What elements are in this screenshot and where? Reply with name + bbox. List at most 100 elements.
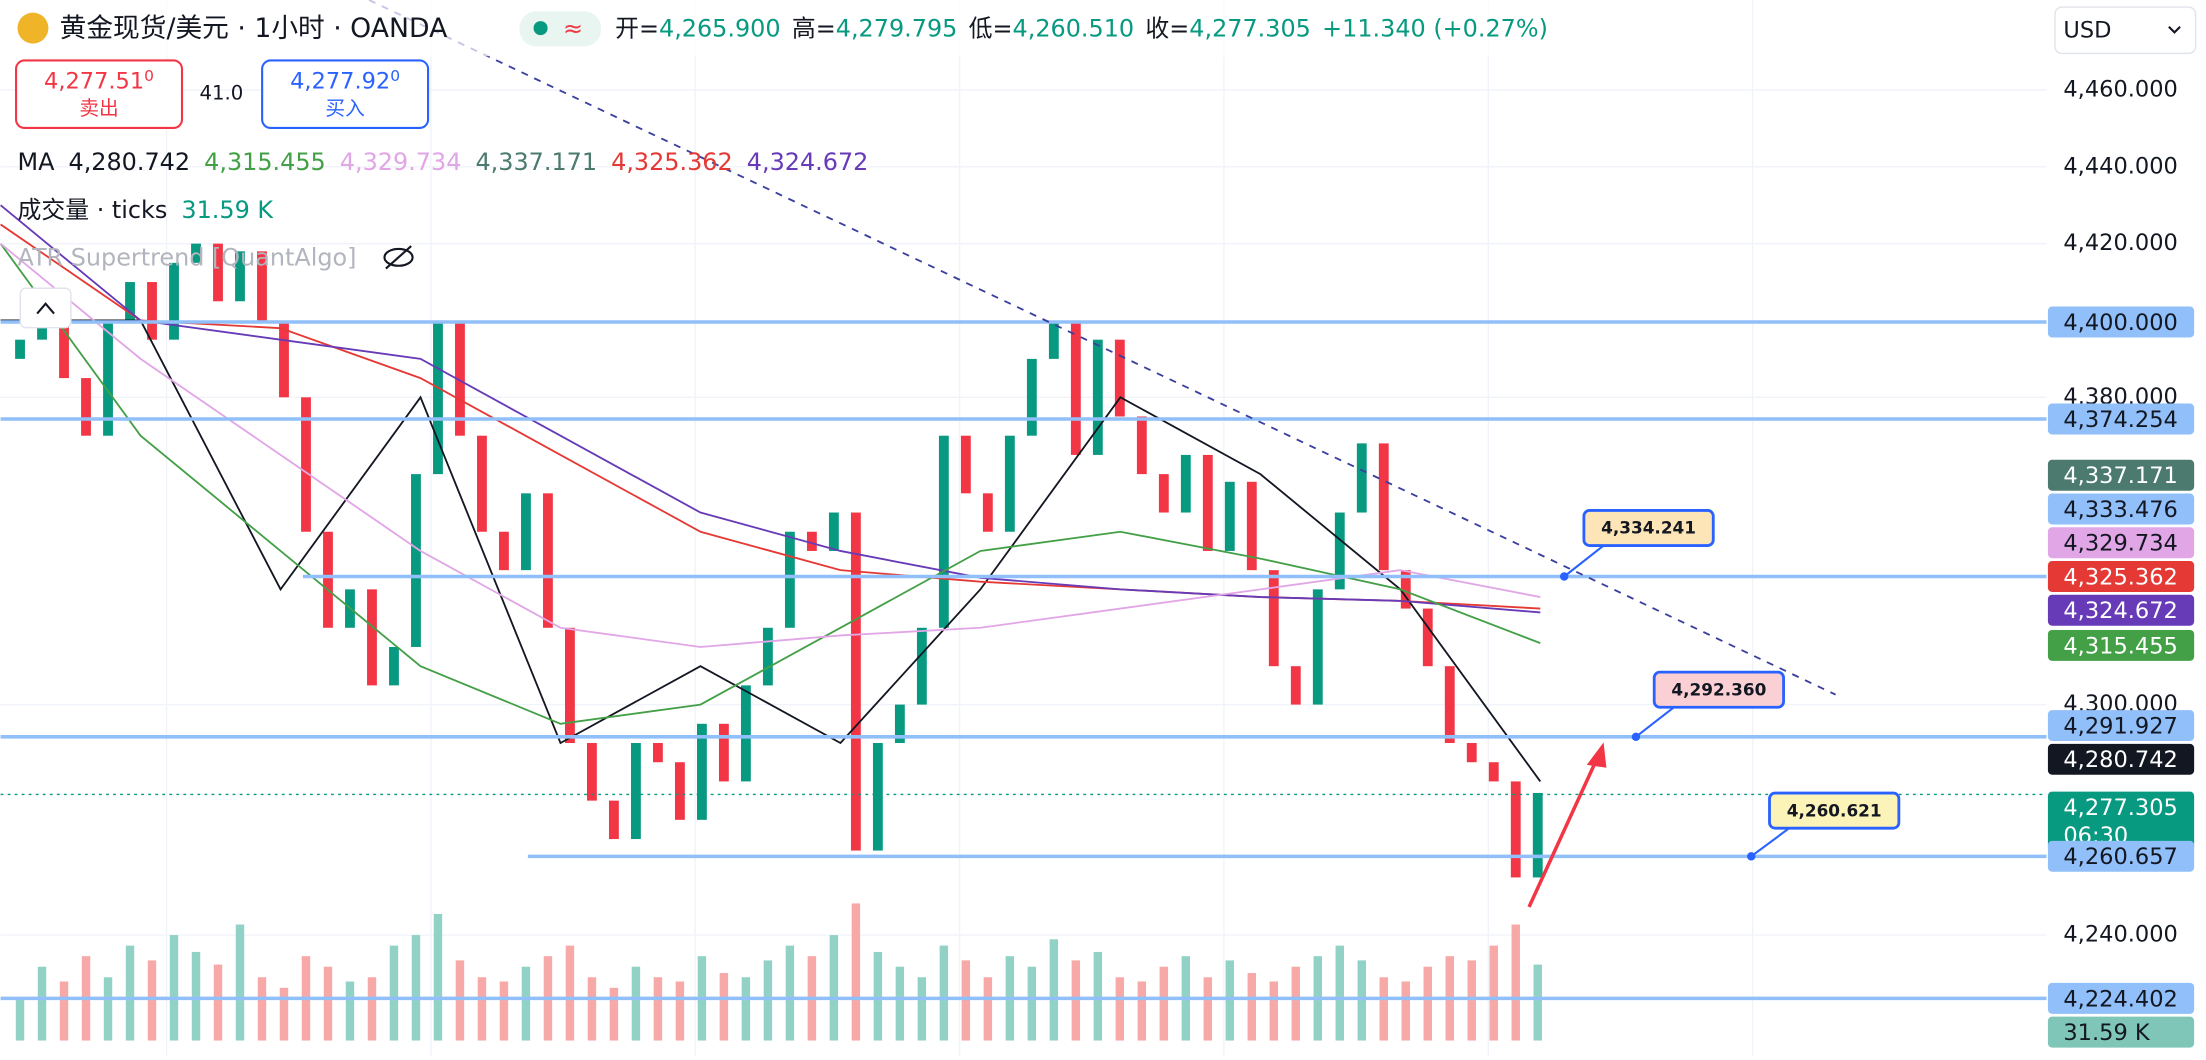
volume-bar — [147, 960, 157, 1041]
volume-bar — [235, 924, 245, 1041]
levels — [0, 320, 2047, 1001]
volume-bar — [1115, 977, 1125, 1041]
price-badge-label: 4,400.000 — [2063, 310, 2177, 336]
price-badge — [2047, 306, 2195, 338]
indicator-legend: ATR Supertrend [QuantAlgo] — [17, 244, 356, 272]
volume-bar — [191, 951, 201, 1041]
candle — [630, 743, 641, 840]
volume-bar — [521, 966, 531, 1041]
candle — [1070, 320, 1081, 455]
volume-bar — [323, 966, 333, 1041]
candle — [367, 589, 377, 686]
price-badge-label: 31.59 K — [2063, 1020, 2151, 1046]
o-label: 开= — [615, 15, 659, 43]
volume-bar — [477, 977, 487, 1041]
ma-value: 4,337.171 — [475, 148, 597, 176]
candle — [1356, 443, 1367, 513]
l: 4,260.510 — [1013, 15, 1135, 43]
callout-pointer — [1563, 544, 1605, 578]
price-badge-label: 4,291.927 — [2063, 713, 2177, 739]
callout-box — [1768, 791, 1901, 830]
currency-select[interactable] — [2054, 6, 2197, 55]
volume-bar — [169, 935, 179, 1041]
candle — [1114, 339, 1125, 417]
price-badge — [2047, 561, 2195, 592]
volume-bar — [257, 977, 267, 1041]
candle — [806, 531, 817, 551]
candle — [718, 723, 729, 782]
status-pill — [519, 11, 602, 47]
callout-label: 4,292.360 — [1671, 679, 1766, 699]
candle — [916, 627, 927, 705]
candle — [960, 435, 971, 494]
price-badge — [2047, 459, 2195, 491]
candle — [169, 262, 179, 340]
ma-line — [0, 223, 1541, 610]
price-badge-label: 4,315.455 — [2063, 633, 2177, 659]
candle — [1378, 443, 1389, 571]
volume-bar — [279, 987, 289, 1041]
volume-bar — [719, 973, 729, 1041]
volume-bar — [1137, 981, 1147, 1041]
volume-bar — [631, 966, 641, 1041]
candle — [59, 301, 69, 379]
candle — [389, 646, 399, 686]
candle — [872, 743, 883, 851]
candle — [1202, 454, 1213, 551]
ma-value: 4,280.742 — [69, 148, 191, 176]
candle — [1312, 589, 1323, 705]
l-label: 低= — [969, 15, 1013, 43]
candle — [1048, 320, 1059, 359]
callout-label: 4,334.241 — [1601, 518, 1696, 538]
callout-box — [1652, 670, 1785, 709]
h-label: 高= — [792, 15, 836, 43]
ma-label: MA — [17, 148, 55, 176]
volume-bar — [125, 945, 135, 1041]
ma-line — [0, 319, 1542, 782]
status-dot — [533, 21, 548, 36]
hide-icon[interactable] — [383, 245, 414, 270]
volume-bar — [939, 945, 949, 1041]
price-badge-label: 4,337.171 — [2063, 463, 2177, 489]
volume-bar — [1401, 981, 1410, 1041]
candle — [147, 282, 157, 340]
volume-bar — [763, 960, 773, 1041]
volume-bar — [917, 977, 927, 1041]
volume-bar — [1291, 966, 1301, 1041]
volume-bar — [1489, 945, 1498, 1041]
candle — [301, 397, 311, 532]
collapse-button[interactable] — [19, 287, 72, 329]
candle — [1180, 454, 1191, 513]
candle — [1290, 666, 1301, 705]
candle — [213, 243, 223, 302]
volume-bar — [1027, 966, 1037, 1041]
volume-bar — [455, 960, 465, 1041]
candle — [1092, 339, 1103, 455]
volume-bar — [1335, 945, 1344, 1041]
candle — [1158, 474, 1169, 513]
candle — [1400, 570, 1411, 609]
ma-value: 4,315.455 — [204, 148, 326, 176]
sell-label: 卖出 — [79, 97, 118, 120]
currency: USD — [2063, 17, 2111, 43]
volume-bar — [675, 981, 685, 1041]
candle — [1268, 570, 1279, 667]
candle — [674, 762, 685, 820]
candle — [1422, 608, 1433, 667]
volume-bar — [565, 945, 575, 1041]
callout-dot — [1747, 852, 1756, 861]
candle — [279, 320, 289, 398]
candle — [477, 435, 487, 532]
candle — [1026, 358, 1037, 436]
candle — [938, 435, 949, 628]
volume-bar — [1423, 966, 1432, 1041]
volume-bar — [829, 935, 839, 1041]
volume-bar — [961, 960, 971, 1041]
ma-value: 4,329.734 — [340, 148, 462, 176]
buy-button[interactable] — [261, 59, 430, 130]
ma-value: 4,325.362 — [611, 148, 733, 176]
buy-price: 4,277.920 — [290, 66, 400, 94]
spread: 41.0 — [199, 82, 243, 105]
price-badge-label: 4,329.734 — [2063, 531, 2177, 557]
sell-button[interactable] — [15, 59, 184, 130]
